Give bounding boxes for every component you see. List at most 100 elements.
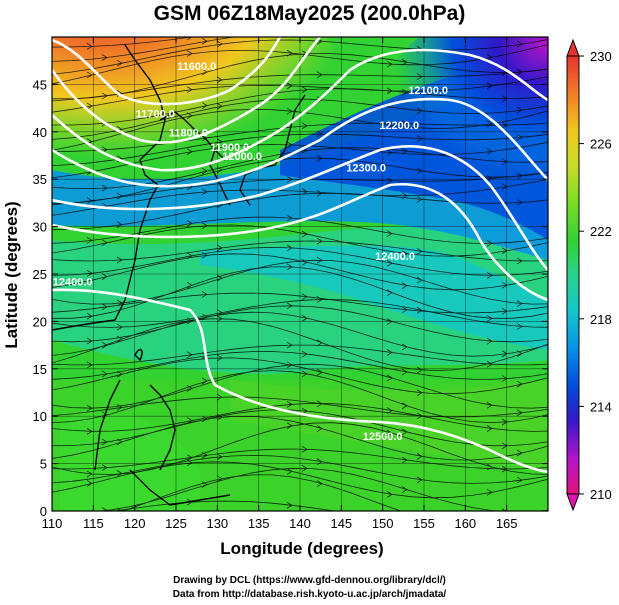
wind-arrow xyxy=(386,429,393,437)
wind-arrow xyxy=(116,404,123,411)
streamline xyxy=(121,474,403,511)
wind-arrow xyxy=(216,244,223,252)
wind-arrow xyxy=(101,54,108,61)
wind-arrow xyxy=(501,418,508,426)
wind-arrow xyxy=(486,120,493,128)
wind-arrow xyxy=(401,456,408,464)
colorbar-lower-arrow xyxy=(566,493,580,512)
wind-arrow xyxy=(516,199,523,206)
wind-arrow xyxy=(216,413,223,421)
wind-arrow xyxy=(86,197,93,205)
wind-arrow xyxy=(401,343,408,351)
x-tick-label: 135 xyxy=(248,516,270,531)
contour-label: 11600.0 xyxy=(177,61,216,73)
wind-arrow xyxy=(186,112,193,120)
streamline xyxy=(52,192,548,231)
wind-arrow xyxy=(201,377,208,385)
streamline xyxy=(52,454,548,484)
wind-arrow xyxy=(486,175,493,182)
wind-arrow xyxy=(201,68,208,76)
wind-arrow xyxy=(86,71,93,79)
coastlines xyxy=(52,44,306,506)
wind-arrow xyxy=(286,176,293,183)
wind-arrow xyxy=(316,154,323,162)
wind-arrow xyxy=(501,183,508,191)
wind-arrow xyxy=(501,442,508,450)
wind-arrow xyxy=(486,54,493,61)
credit-data: Data from http://database.rish.kyoto-u.a… xyxy=(172,589,447,600)
y-tick-label: 5 xyxy=(40,457,47,472)
streamline xyxy=(52,240,548,262)
colorbar-tick-label: 222 xyxy=(590,224,612,239)
wind-arrow xyxy=(286,302,293,310)
wind-arrow xyxy=(101,239,108,247)
wind-arrow xyxy=(86,102,93,110)
streamline xyxy=(52,311,548,357)
wind-arrow xyxy=(116,508,123,511)
wind-arrow xyxy=(86,312,93,320)
credit-drawing: Drawing by DCL (https://www.gfd-dennou.o… xyxy=(173,575,446,586)
wind-arrow xyxy=(286,422,293,430)
wind-arrow xyxy=(486,337,493,345)
streamline xyxy=(52,448,548,470)
wind-arrow xyxy=(486,239,493,247)
x-axis-label: Longitude (degrees) xyxy=(220,539,383,558)
colorbar-gradient xyxy=(566,55,580,495)
y-tick-label: 15 xyxy=(33,362,47,377)
wind-arrow xyxy=(316,458,323,466)
wind-arrow xyxy=(302,27,307,33)
wind-arrow xyxy=(316,256,323,264)
wind-arrow xyxy=(316,189,323,197)
wind-arrow xyxy=(286,263,293,271)
wind-arrow xyxy=(86,269,93,277)
wind-arrow xyxy=(186,317,193,325)
contour-label: 11900.0 xyxy=(210,142,249,154)
streamline xyxy=(52,259,548,305)
wind-arrow xyxy=(86,404,93,412)
colorbar-tick-label: 226 xyxy=(590,137,612,152)
wind-arrow xyxy=(186,459,193,467)
wind-arrow xyxy=(116,323,123,331)
wind-arrow xyxy=(301,314,308,322)
wind-arrow xyxy=(116,59,123,67)
wind-arrow xyxy=(186,351,193,359)
wind-arrow xyxy=(402,30,407,36)
wind-arrow xyxy=(516,106,523,114)
axes: 110 115 120 125 130 135 140 145 150 155 160 165 0 5 10… xyxy=(33,37,548,531)
wind-arrow xyxy=(386,407,393,414)
wind-arrow xyxy=(201,291,208,298)
wind-arrow xyxy=(386,60,393,68)
wind-arrow xyxy=(401,89,408,96)
wind-arrow xyxy=(501,375,508,382)
wind-arrow xyxy=(316,480,323,487)
wind-arrow xyxy=(516,409,523,417)
colorbar-tick-label: 230 xyxy=(590,49,612,64)
contour-label: 11800.0 xyxy=(169,128,208,140)
x-tick-label: 120 xyxy=(124,516,146,531)
wind-arrow xyxy=(316,368,323,376)
wind-arrow xyxy=(216,354,223,362)
streamline xyxy=(52,292,548,314)
wind-arrow xyxy=(286,341,293,349)
wind-arrow xyxy=(486,148,493,155)
wind-arrow xyxy=(416,107,423,115)
wind-arrow xyxy=(301,86,308,94)
contour-label: 12500.0 xyxy=(363,431,403,443)
wind-arrow xyxy=(416,195,423,203)
wind-arrow xyxy=(116,221,123,228)
wind-arrow xyxy=(201,481,208,488)
wind-arrow xyxy=(416,247,423,255)
colorbar-upper-arrow xyxy=(566,38,580,57)
wind-arrow xyxy=(86,43,93,50)
wind-arrow xyxy=(201,222,208,229)
wind-arrow xyxy=(286,361,293,369)
wind-arrow xyxy=(286,82,293,90)
wind-arrow xyxy=(301,465,308,472)
wind-arrow xyxy=(501,281,508,289)
contour-label: 12000.0 xyxy=(222,151,262,163)
y-tick-label: 30 xyxy=(33,220,47,235)
y-tick-label: 0 xyxy=(40,504,47,519)
wind-arrow xyxy=(201,188,208,196)
wind-arrow xyxy=(301,122,308,130)
wind-arrow xyxy=(516,449,523,457)
